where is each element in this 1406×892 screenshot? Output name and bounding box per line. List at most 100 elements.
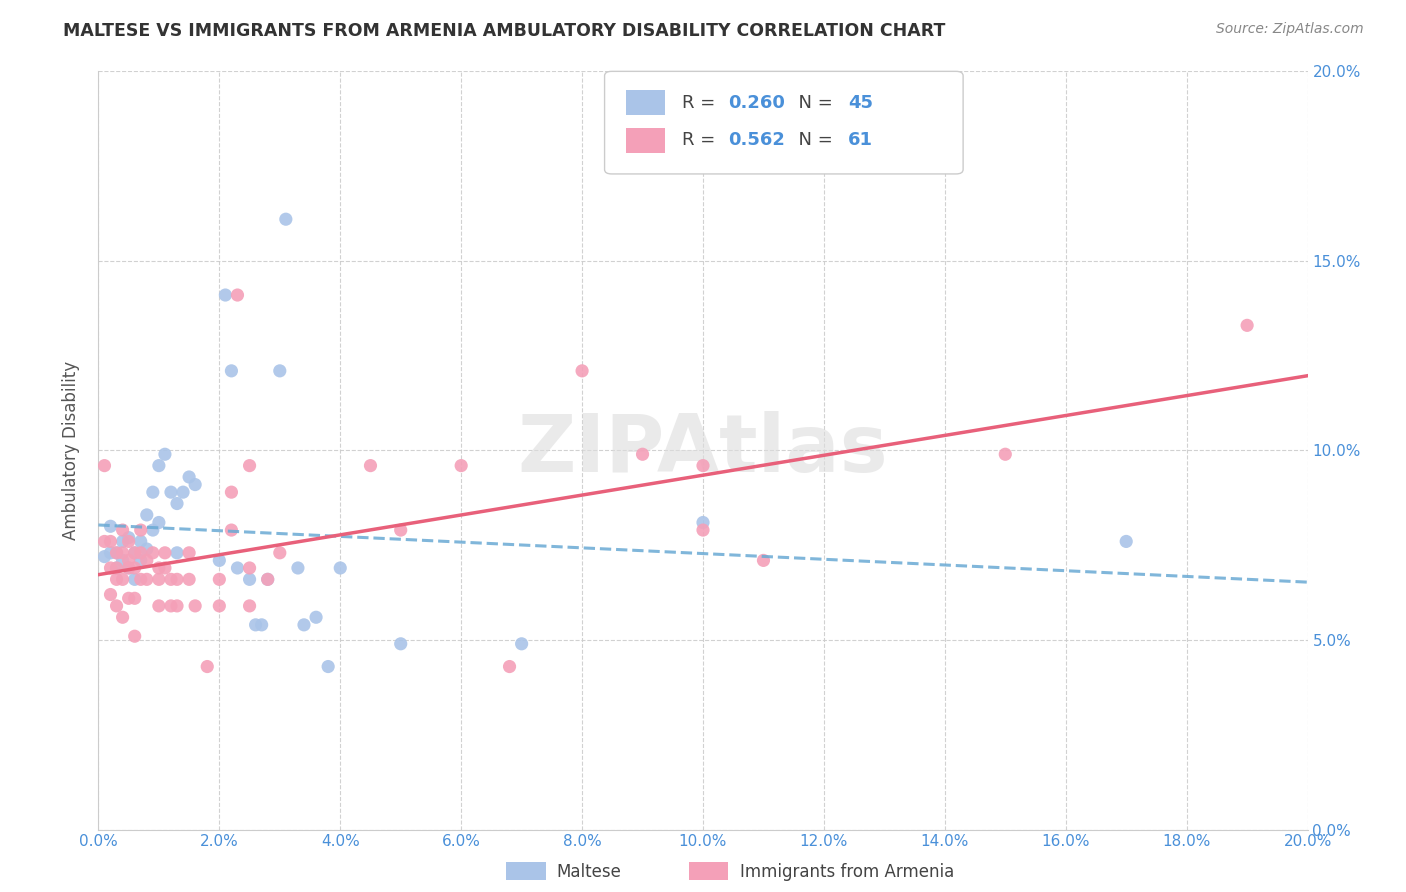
Point xyxy=(148,458,170,473)
Point xyxy=(221,364,243,378)
Point xyxy=(124,546,146,560)
Point xyxy=(129,553,152,567)
Point xyxy=(214,288,236,302)
Point xyxy=(93,549,115,564)
Point xyxy=(692,458,714,473)
Point xyxy=(498,659,520,673)
Point xyxy=(100,519,122,533)
Point xyxy=(148,599,170,613)
Point xyxy=(239,458,262,473)
Point xyxy=(111,546,134,560)
Point xyxy=(160,573,183,587)
Point xyxy=(292,618,315,632)
Point xyxy=(118,553,141,567)
Point xyxy=(360,458,382,473)
Point xyxy=(105,573,128,587)
Point xyxy=(111,534,134,549)
Point xyxy=(239,573,262,587)
Point xyxy=(160,599,183,613)
Point xyxy=(135,542,157,557)
Point xyxy=(389,637,412,651)
Point xyxy=(148,573,170,587)
Text: 61: 61 xyxy=(848,131,873,149)
Point xyxy=(124,591,146,606)
Point xyxy=(184,599,207,613)
Point xyxy=(93,534,115,549)
Point xyxy=(105,599,128,613)
Point xyxy=(148,516,170,530)
Point xyxy=(129,573,152,587)
Point xyxy=(256,573,278,587)
Point xyxy=(105,561,128,575)
Point xyxy=(221,485,243,500)
Point xyxy=(111,610,134,624)
Point xyxy=(153,447,176,461)
Point xyxy=(1115,534,1137,549)
Point xyxy=(166,497,188,511)
Point xyxy=(166,599,188,613)
Point xyxy=(510,637,533,651)
Point xyxy=(752,553,775,567)
Point xyxy=(129,546,152,560)
Text: 0.260: 0.260 xyxy=(728,94,785,112)
Point xyxy=(111,523,134,537)
Point xyxy=(160,485,183,500)
Point xyxy=(692,523,714,537)
Point xyxy=(118,591,141,606)
Point xyxy=(142,523,165,537)
Point xyxy=(129,534,152,549)
Point xyxy=(250,618,273,632)
Point xyxy=(100,534,122,549)
Point xyxy=(118,561,141,575)
Point xyxy=(172,485,194,500)
Point xyxy=(631,447,654,461)
Point xyxy=(221,523,243,537)
Text: Immigrants from Armenia: Immigrants from Armenia xyxy=(740,863,953,881)
Point xyxy=(179,546,201,560)
Point xyxy=(166,546,188,560)
Text: N =: N = xyxy=(787,131,839,149)
Point xyxy=(135,508,157,522)
Point xyxy=(100,561,122,575)
Point xyxy=(316,659,339,673)
Point xyxy=(153,546,176,560)
Point xyxy=(208,599,231,613)
Point xyxy=(142,485,165,500)
Y-axis label: Ambulatory Disability: Ambulatory Disability xyxy=(62,361,80,540)
Point xyxy=(135,573,157,587)
Point xyxy=(450,458,472,473)
Point xyxy=(142,546,165,560)
Point xyxy=(269,364,291,378)
Point xyxy=(329,561,352,575)
Point xyxy=(129,523,152,537)
Point xyxy=(124,561,146,575)
Point xyxy=(111,553,134,567)
Point xyxy=(226,561,249,575)
Point xyxy=(148,561,170,575)
Text: 0.562: 0.562 xyxy=(728,131,785,149)
Point xyxy=(179,470,201,484)
Point xyxy=(195,659,218,673)
Point xyxy=(389,523,412,537)
Text: ZIPAtlas: ZIPAtlas xyxy=(517,411,889,490)
Point xyxy=(124,629,146,643)
Point xyxy=(305,610,328,624)
Point xyxy=(118,534,141,549)
Point xyxy=(269,546,291,560)
Point xyxy=(226,288,249,302)
Point xyxy=(118,531,141,545)
Point xyxy=(105,546,128,560)
Point xyxy=(184,477,207,491)
Point xyxy=(208,573,231,587)
Point xyxy=(1236,318,1258,333)
Text: R =: R = xyxy=(682,131,721,149)
Point xyxy=(124,573,146,587)
Text: N =: N = xyxy=(787,94,839,112)
Point xyxy=(153,561,176,575)
Point xyxy=(994,447,1017,461)
Point xyxy=(135,553,157,567)
Text: Maltese: Maltese xyxy=(557,863,621,881)
Point xyxy=(124,546,146,560)
Text: 45: 45 xyxy=(848,94,873,112)
Point xyxy=(256,573,278,587)
